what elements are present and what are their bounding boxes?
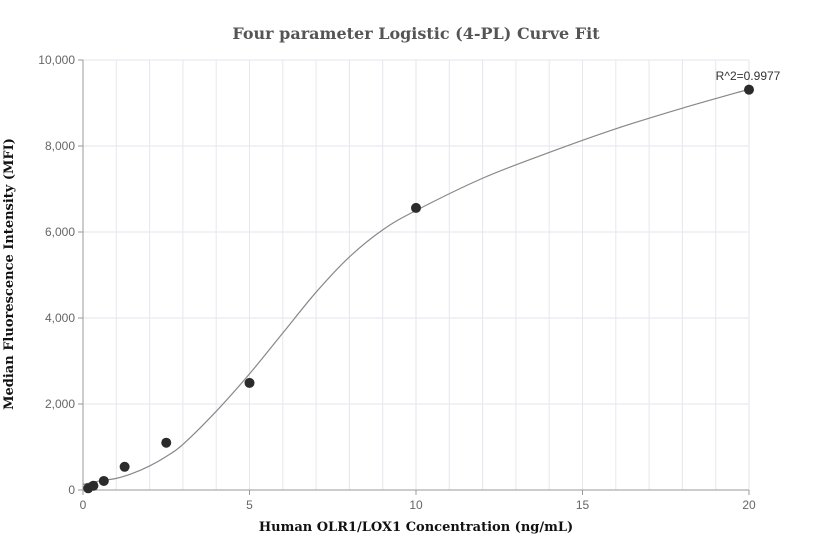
x-tick-label: 20 (742, 498, 756, 512)
r-squared-annotation: R^2=0.9977 (716, 69, 781, 83)
fit-curve-group (82, 88, 750, 485)
y-tick-label: 8,000 (45, 139, 75, 153)
y-tick-label: 6,000 (45, 225, 75, 239)
data-point (88, 480, 99, 491)
y-tick-label: 10,000 (38, 53, 75, 67)
x-tick-label: 10 (409, 498, 423, 512)
y-tick-label: 4,000 (45, 311, 75, 325)
data-points (83, 84, 754, 494)
fit-curve (82, 88, 750, 485)
y-tick-label: 2,000 (45, 397, 75, 411)
data-point (119, 461, 130, 472)
data-point (744, 84, 754, 95)
gridlines (82, 59, 750, 491)
x-tick-label: 0 (80, 498, 87, 512)
y-axis-ticks: 0 2,000 4,000 6,000 8,000 10,000 (38, 53, 83, 497)
y-axis-label: Median Fluorescence Intensity (MFI) (2, 138, 17, 410)
y-tick-label: 0 (68, 483, 75, 497)
x-tick-label: 15 (576, 498, 590, 512)
data-point (98, 475, 109, 486)
x-axis-ticks: 0 5 10 15 20 (80, 490, 756, 512)
data-point (161, 437, 172, 448)
x-tick-label: 5 (246, 498, 253, 512)
data-point (244, 377, 255, 388)
chart-title: Four parameter Logistic (4-PL) Curve Fit (232, 24, 600, 43)
x-axis-label: Human OLR1/LOX1 Concentration (ng/mL) (259, 520, 573, 535)
data-point (411, 202, 421, 213)
